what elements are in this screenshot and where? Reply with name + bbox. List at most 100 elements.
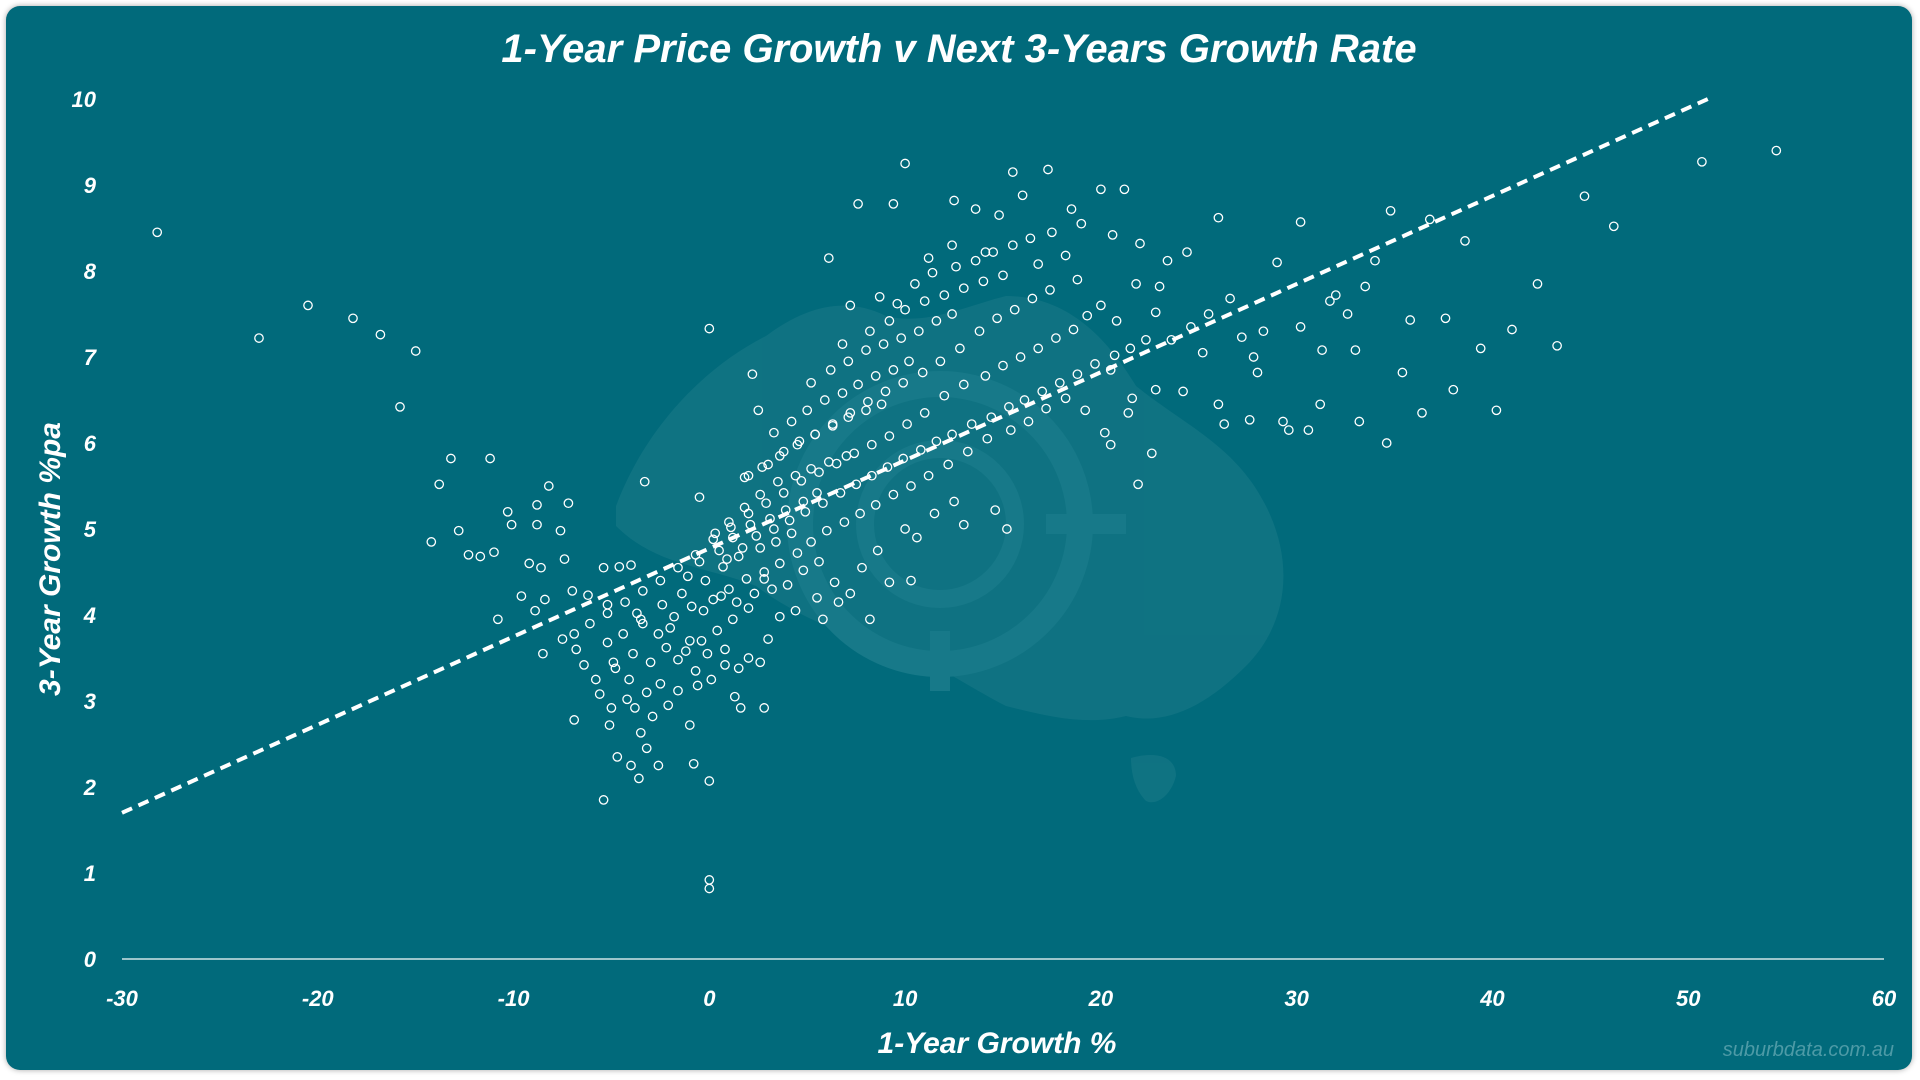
scatter-point (1448, 384, 1459, 395)
chart-title: 1-Year Price Growth v Next 3-Years Growt… (501, 27, 1416, 71)
scatter-point (1295, 217, 1306, 227)
scatter-point (555, 525, 566, 536)
scatter-point (410, 346, 421, 356)
scatter-point (814, 467, 824, 478)
scatter-point (759, 703, 770, 713)
scatter-point (773, 476, 783, 487)
scatter-point (904, 356, 914, 367)
scatter-point (1330, 290, 1341, 300)
scatter-point (1037, 386, 1048, 397)
scatter-point (796, 475, 807, 486)
scatter-point (861, 345, 871, 355)
scatter-point (763, 459, 773, 470)
scatter-point (884, 577, 895, 588)
scatter-point (655, 575, 666, 586)
scatter-point (673, 685, 683, 696)
scatter-point (1105, 439, 1116, 450)
scatter-point (1381, 438, 1392, 448)
scatter-point (1043, 164, 1053, 175)
scatter-point (966, 419, 977, 429)
scatter-point (1278, 416, 1288, 427)
scatter-point (543, 481, 554, 491)
scatter-point (493, 614, 503, 625)
scatter-point (1025, 233, 1036, 244)
scatter-point (602, 608, 613, 619)
scatter-point (1111, 316, 1122, 326)
y-tick-label: 5 (84, 517, 97, 542)
scatter-point (1109, 350, 1120, 361)
scatter-point (1119, 184, 1130, 195)
scatter-point (759, 567, 770, 577)
axes: -30 -20 -10 0 10 20 30 40 50 60 0 1 2 3 4 5 6 7 8 9 10 (72, 87, 1897, 1011)
scatter-point (608, 657, 619, 668)
y-axis-label: 3-Year Growth %pa (34, 422, 67, 696)
scatter-point (696, 635, 707, 646)
scatter-point (747, 369, 758, 380)
scatter-point (958, 519, 969, 530)
scatter-point (718, 561, 728, 572)
scatter-point (839, 517, 850, 527)
scatter-point (303, 300, 313, 311)
scatter-point (1054, 377, 1065, 388)
y-tick-label: 10 (72, 87, 97, 112)
scatter-point (724, 517, 734, 527)
scatter-point (1123, 408, 1134, 418)
scatter-point (900, 158, 910, 169)
scatter-point (712, 625, 723, 636)
scatter-point (622, 694, 632, 705)
x-tick-label: -20 (302, 986, 335, 1011)
scatter-point (729, 691, 740, 702)
scatter-point (915, 445, 926, 455)
scatter-point (786, 416, 797, 427)
scatter-point (1771, 145, 1782, 156)
scatter-point (1135, 238, 1145, 249)
scatter-point (704, 875, 715, 885)
scatter-point (1272, 257, 1282, 268)
x-tick-label: 10 (893, 986, 918, 1011)
scatter-point (970, 204, 981, 214)
scatter-point (692, 680, 703, 691)
scatter-point (906, 575, 916, 586)
scatter-point (632, 608, 642, 619)
scatter-point (1015, 352, 1026, 362)
scatter-point (884, 431, 895, 441)
scatter-point (624, 674, 634, 685)
scatter-point (1417, 408, 1427, 418)
scatter-point (814, 556, 824, 567)
scatter-point (1385, 205, 1396, 216)
scatter-point (884, 316, 895, 326)
scatter-point (434, 479, 445, 490)
scatter-point (489, 547, 499, 558)
scatter-point (453, 525, 464, 536)
scatter-point (1007, 240, 1018, 251)
scatter-point (567, 586, 578, 596)
scatter-point (677, 588, 687, 599)
scatter-point (1370, 255, 1380, 266)
trendline (121, 97, 1709, 815)
watermark-island (1131, 755, 1176, 803)
scatter-point (843, 356, 854, 367)
scatter-point (749, 588, 760, 599)
scatter-point (1424, 214, 1435, 225)
scatter-point (720, 644, 730, 655)
scatter-point (1405, 315, 1416, 325)
scatter-point (774, 558, 785, 569)
scatter-point (741, 574, 752, 584)
scatter-point (1397, 367, 1408, 378)
trendline-group (121, 97, 1709, 815)
scatter-point (919, 296, 930, 306)
scatter-point (849, 448, 860, 459)
scatter-point (1099, 427, 1110, 438)
scatter-point (958, 379, 969, 390)
scatter-point (1213, 212, 1224, 223)
y-tick-label: 9 (84, 173, 97, 198)
scatter-point (870, 500, 881, 510)
scatter-point (1354, 416, 1365, 427)
scatter-point (1146, 448, 1157, 459)
scatter-point (1252, 367, 1263, 378)
chart-frame: -30 -20 -10 0 10 20 30 40 50 60 0 1 2 3 4 5 6 7 8 9 10 1-Yea… (6, 6, 1912, 1070)
y-tick-label: 1 (84, 861, 96, 886)
scatter-point (821, 525, 832, 536)
scatter-point (755, 543, 766, 553)
scatter-point (583, 590, 593, 601)
